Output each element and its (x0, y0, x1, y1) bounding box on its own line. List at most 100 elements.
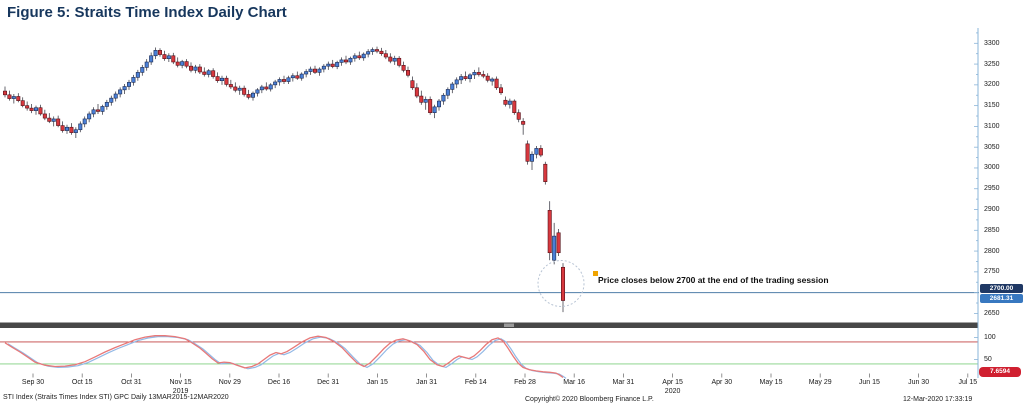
candle-down (202, 71, 207, 75)
candle-up (140, 67, 145, 73)
candle-down (184, 61, 189, 67)
highlight-circle (537, 259, 585, 307)
year-label: 2019 (172, 387, 189, 395)
candle-down (556, 232, 561, 254)
date-tick-label: May 29 (808, 379, 832, 386)
candle-down (228, 84, 233, 88)
candle-up (73, 129, 78, 133)
candle-up (450, 83, 455, 90)
date-tick-label: Oct 15 (71, 379, 93, 386)
candle-up (51, 118, 56, 122)
candle-up (286, 77, 291, 82)
candle-up (472, 72, 477, 76)
candle-down (295, 75, 300, 79)
candle-down (357, 55, 362, 59)
price-tick-label: 3000 (984, 164, 1000, 172)
candle-down (494, 78, 499, 89)
candle-down (215, 76, 220, 81)
candle-down (56, 118, 61, 126)
candle-down (189, 65, 194, 71)
timestamp-text: 12-Mar-2020 17:33:19 (903, 396, 973, 403)
candle-down (485, 75, 490, 81)
candle-up (118, 89, 123, 95)
candle-up (290, 75, 295, 79)
candle-up (131, 77, 136, 83)
candle-down (246, 94, 251, 98)
date-tick-label: Apr 30 (711, 379, 733, 386)
oscillator-slow-line (7, 336, 567, 379)
candle-up (530, 153, 535, 162)
candle-down (414, 87, 419, 97)
candle-up (490, 78, 495, 82)
candle-up (317, 68, 322, 73)
candle-up (277, 79, 282, 83)
candle-up (370, 49, 375, 52)
candle-up (251, 92, 256, 98)
price-tick-label: 2650 (984, 309, 1000, 317)
candle-up (366, 51, 371, 55)
price-tick-label: 2950 (984, 185, 1000, 193)
candle-down (476, 72, 481, 75)
candle-down (543, 163, 548, 182)
candle-down (20, 100, 25, 106)
candle-up (361, 53, 366, 59)
candle-down (428, 99, 433, 113)
copyright-text: Copyright© 2020 Bloomberg Finance L.P. (525, 396, 654, 403)
candle-up (534, 148, 539, 155)
candle-up (255, 89, 260, 94)
date-tick-label: Mar 16 (563, 379, 586, 386)
date-tick-label: Nov 15 (169, 379, 192, 386)
candle-up (326, 63, 331, 67)
date-tick-label: Dec 16 (267, 379, 291, 386)
date-tick-label: Dec 31 (317, 379, 340, 386)
candle-down (211, 70, 216, 77)
candle-down (224, 77, 229, 85)
candle-up (348, 57, 353, 63)
candle-up (166, 55, 171, 59)
candle-down (383, 53, 388, 58)
candle-up (454, 79, 459, 85)
candle-down (516, 112, 521, 120)
figure-title: Figure 5: Straits Time Index Daily Chart (7, 4, 287, 21)
price-tick-label: 3100 (984, 122, 1000, 130)
candle-down (38, 107, 43, 115)
security-description-text: STI Index (Straits Times Index STI) GPC … (3, 394, 229, 401)
candle-up (91, 109, 96, 115)
candle-up (304, 71, 309, 75)
candle-up (149, 55, 154, 63)
candle-up (82, 118, 87, 125)
candle-down (60, 125, 65, 131)
date-tick-label: Apr 15 (662, 379, 683, 386)
price-annotation: Price closes below 2700 at the end of th… (593, 271, 829, 285)
candle-up (445, 89, 450, 96)
candle-down (16, 96, 21, 101)
candle-down (29, 107, 34, 111)
candle-up (34, 107, 39, 111)
candle-up (11, 96, 16, 99)
candle-down (313, 68, 318, 73)
candle-down (499, 87, 504, 94)
price-tick-label: 3200 (984, 81, 1000, 89)
candle-up (259, 86, 264, 91)
candle-up (180, 61, 185, 66)
date-tick-label: Feb 28 (514, 379, 536, 386)
last-price-badge: 2681.31 (980, 293, 1023, 303)
price-tick-label: 2900 (984, 206, 1000, 214)
candle-down (42, 113, 47, 119)
oscillator-last-value-badge: 7.6594 (979, 367, 1021, 377)
candle-down (561, 266, 566, 301)
price-tick-label: 3300 (984, 39, 1000, 47)
candle-down (512, 100, 517, 113)
date-tick-label: Feb 14 (464, 379, 487, 386)
annotation-text: Price closes below 2700 at the end of th… (598, 275, 829, 285)
candle-up (299, 73, 304, 79)
candle-up (65, 126, 70, 131)
price-tick-label: 2750 (984, 268, 1000, 276)
candle-up (104, 102, 109, 107)
candle-up (109, 97, 114, 103)
candle-up (122, 86, 127, 91)
candle-down (282, 79, 287, 82)
oscillator-fast-line (4, 335, 564, 379)
candle-up (321, 65, 326, 70)
candle-down (410, 80, 415, 89)
